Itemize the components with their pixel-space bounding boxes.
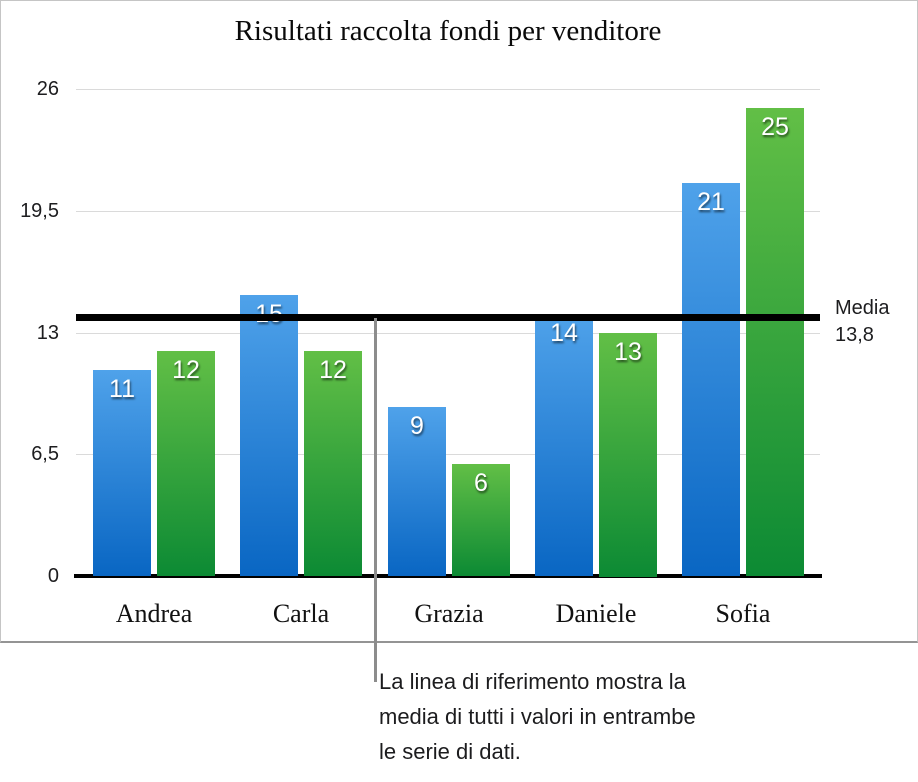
bar-value-label-blue-sofia: 21 xyxy=(697,188,725,216)
caption-text: La linea di riferimento mostra la media … xyxy=(379,664,799,769)
reference-line-label: Media 13,8 xyxy=(835,295,889,349)
caption-line-1: La linea di riferimento mostra la xyxy=(379,669,686,694)
bar-value-label-green-sofia: 25 xyxy=(761,113,789,141)
bar-blue-carla[interactable] xyxy=(240,295,298,576)
gridline xyxy=(76,454,820,455)
bar-value-label-green-carla: 12 xyxy=(319,356,347,384)
bar-value-label-green-andrea: 12 xyxy=(172,356,200,384)
bar-value-label-blue-daniele: 14 xyxy=(550,319,578,347)
bar-blue-daniele[interactable] xyxy=(535,314,593,576)
y-axis-tick-label: 13 xyxy=(36,322,59,344)
gridline xyxy=(76,89,820,90)
caption-line-2: media di tutti i valori in entrambe xyxy=(379,704,696,729)
bar-green-sofia[interactable] xyxy=(746,108,804,576)
bar-value-label-green-daniele: 13 xyxy=(614,338,642,366)
reference-line-label-title: Media xyxy=(835,297,890,319)
category-label-carla: Carla xyxy=(272,599,330,628)
bar-value-label-blue-grazia: 9 xyxy=(410,412,424,440)
caption-line-3: le serie di dati. xyxy=(379,739,521,764)
category-label-daniele: Daniele xyxy=(555,599,637,628)
bar-blue-grazia[interactable] xyxy=(388,407,446,576)
chart-title: Risultati raccolta fondi per venditore xyxy=(234,15,662,47)
bar-green-carla[interactable] xyxy=(304,351,362,576)
gridline xyxy=(76,333,820,334)
category-label-sofia: Sofia xyxy=(715,599,771,628)
y-axis-tick-label: 26 xyxy=(36,78,59,100)
x-axis-line xyxy=(74,574,822,578)
gridline xyxy=(76,211,820,212)
average-reference-line[interactable] xyxy=(76,314,820,321)
bar-green-grazia[interactable] xyxy=(452,464,510,576)
bar-green-daniele[interactable] xyxy=(599,333,657,577)
callout-line xyxy=(374,318,377,682)
bar-green-andrea[interactable] xyxy=(157,351,215,576)
reference-line-label-value: 13,8 xyxy=(835,324,874,346)
category-label-andrea: Andrea xyxy=(115,599,193,628)
chart-frame: Risultati raccolta fondi per venditore M… xyxy=(0,0,918,643)
category-label-grazia: Grazia xyxy=(414,599,484,628)
bar-blue-sofia[interactable] xyxy=(682,183,740,576)
y-axis-tick-label: 0 xyxy=(47,565,59,587)
y-axis-tick-label: 19,5 xyxy=(20,200,59,222)
bar-blue-andrea[interactable] xyxy=(93,370,151,576)
bar-value-label-blue-andrea: 11 xyxy=(109,375,135,403)
y-axis-tick-label: 6,5 xyxy=(31,443,59,465)
bar-value-label-green-grazia: 6 xyxy=(474,469,488,497)
